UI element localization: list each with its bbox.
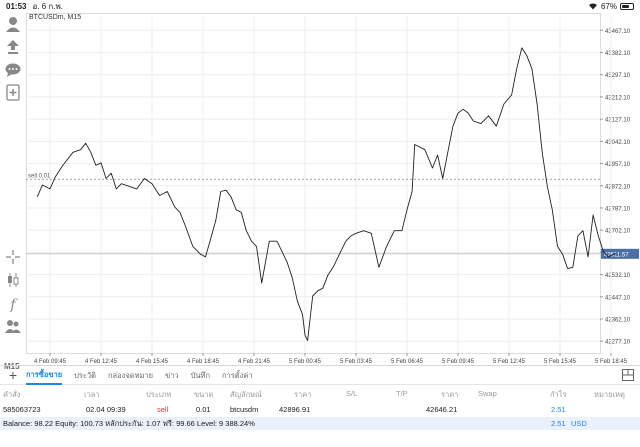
col-price: ราคา [294, 390, 312, 399]
col-symbol: สัญลักษณ์ [230, 390, 263, 399]
status-time: 01:53 [6, 2, 27, 11]
tab-history[interactable]: ประวัติ [74, 371, 97, 380]
row-time: 02.04 09:39 [86, 405, 126, 414]
indicators-button[interactable]: f [3, 295, 23, 315]
tab-news[interactable]: ข่าว [165, 371, 179, 380]
x-tick-label: 4 Feb 18:45 [187, 359, 220, 365]
y-tick-label: 42787.10 [605, 206, 631, 212]
crosshair-button[interactable] [3, 249, 23, 269]
y-tick-label: 42447.10 [605, 295, 631, 301]
col-time: เวลา [84, 390, 100, 399]
candlestick-icon [6, 272, 20, 293]
summary-text: Balance: 98.22 Equity: 100.73 หลักประกัน… [3, 418, 255, 428]
trade-button[interactable] [3, 39, 23, 59]
plot-frame [26, 13, 601, 354]
col-type: ประเภท [146, 390, 172, 399]
price-chart[interactable]: 43467.10 43382.10 43297.10 43212.10 43127.10… [26, 13, 640, 365]
x-tick-label: 5 Feb 03:45 [340, 359, 373, 365]
row-current-price: 42646.21 [426, 405, 458, 414]
chart-canvas[interactable]: 43467.10 43382.10 43297.10 43212.10 43127.10… [26, 13, 640, 365]
table-header: คำสั่ง เวลา ประเภท ขนาด สัญลักษณ์ ราคา S… [0, 385, 640, 401]
chart-toolbar: f M15 [0, 13, 26, 371]
x-tick-label: 5 Feb 15:45 [544, 359, 577, 365]
row-symbol: btcusdm [230, 405, 259, 414]
battery-icon [620, 3, 634, 10]
y-tick-label: 42532.10 [605, 273, 631, 279]
col-swap: Swap [478, 389, 497, 398]
y-tick-label: 43382.10 [605, 51, 631, 57]
x-tick-label: 5 Feb 00:45 [289, 359, 322, 365]
objects-icon [5, 319, 21, 338]
tab-trade[interactable]: การซื้อขาย [26, 365, 63, 385]
summary-currency: USD [571, 419, 587, 428]
objects-button[interactable] [3, 318, 23, 338]
x-tick-label: 5 Feb 18:45 [595, 359, 628, 365]
row-volume: 0.01 [196, 405, 211, 414]
crosshair-icon [6, 249, 20, 269]
row-price: 42896.91 [279, 405, 311, 414]
y-tick-label: 43297.10 [605, 73, 631, 79]
y-tick-label: 43212.10 [605, 95, 631, 101]
x-tick-label: 5 Feb 09:45 [442, 359, 475, 365]
x-tick-label: 5 Feb 06:45 [391, 359, 424, 365]
terminal-tabs: + การซื้อขาย ประวัติ กล่องจดหมาย ข่าว บั… [0, 365, 640, 385]
wifi-icon [588, 2, 598, 12]
col-current-price: ราคา [441, 390, 459, 399]
col-profit: กำไร [550, 390, 567, 399]
table-row[interactable]: 585063723 02.04 09:39 sell 0.01 btcusdm … [0, 401, 640, 417]
tab-settings[interactable]: การตั้งค่า [222, 371, 253, 380]
y-tick-label: 42277.10 [605, 340, 631, 346]
chat-icon [5, 63, 21, 82]
row-order: 585063723 [3, 405, 41, 414]
tab-mailbox[interactable]: กล่องจดหมาย [108, 371, 154, 380]
status-date: อ. 6 ก.พ. [32, 2, 63, 11]
y-tick-label: 43467.10 [605, 29, 631, 35]
col-volume: ขนาด [194, 390, 214, 399]
download-icon [5, 39, 21, 60]
summary-profit: 2.51 [551, 419, 566, 428]
status-right: 67% [588, 2, 634, 12]
y-tick-label: 42362.10 [605, 318, 631, 324]
chat-button[interactable] [3, 62, 23, 82]
y-tick-label: 42702.10 [605, 229, 631, 235]
x-tick-label: 5 Feb 12:45 [493, 359, 526, 365]
y-tick-label: 42872.10 [605, 184, 631, 190]
y-tick-label: 43127.10 [605, 118, 631, 124]
y-tick-label: 42957.10 [605, 162, 631, 168]
y-tick-label: 43042.10 [605, 140, 631, 146]
tab-journal[interactable]: บันทึก [190, 371, 211, 380]
x-tick-label: 4 Feb 09:45 [34, 359, 67, 365]
col-order: คำสั่ง [3, 390, 21, 399]
col-note: หมายเหตุ [594, 390, 625, 399]
account-summary: Balance: 98.22 Equity: 100.73 หลักประกัน… [0, 417, 640, 430]
current-price-label: 42611.57 [604, 252, 629, 258]
layout-icon[interactable] [621, 368, 635, 382]
sell-level-label: sell 0.01 [28, 173, 51, 179]
col-tp: T/P [396, 389, 408, 398]
status-bar: 01:53 อ. 6 ก.พ. 67% [0, 0, 640, 13]
row-profit: 2.51 [551, 405, 566, 414]
current-price-tag [601, 248, 639, 259]
col-sl: S/L [346, 389, 358, 398]
add-indicator-button[interactable] [3, 84, 23, 106]
chart-type-button[interactable] [3, 272, 23, 292]
account-button[interactable] [3, 16, 23, 36]
row-type: sell [157, 405, 169, 414]
price-series-line [36, 47, 617, 341]
battery-percent: 67% [600, 2, 617, 11]
chart-symbol-label: BTCUSDm, M15 [29, 14, 82, 21]
x-tick-label: 4 Feb 21:45 [238, 359, 271, 365]
user-icon [6, 16, 20, 37]
x-tick-label: 4 Feb 15:45 [136, 359, 169, 365]
add-indicator-icon [6, 84, 20, 106]
timeframe-button[interactable]: M15 [4, 362, 20, 371]
x-tick-label: 4 Feb 12:45 [85, 359, 118, 365]
function-icon: f [10, 297, 16, 313]
new-order-button[interactable]: + [8, 367, 18, 383]
